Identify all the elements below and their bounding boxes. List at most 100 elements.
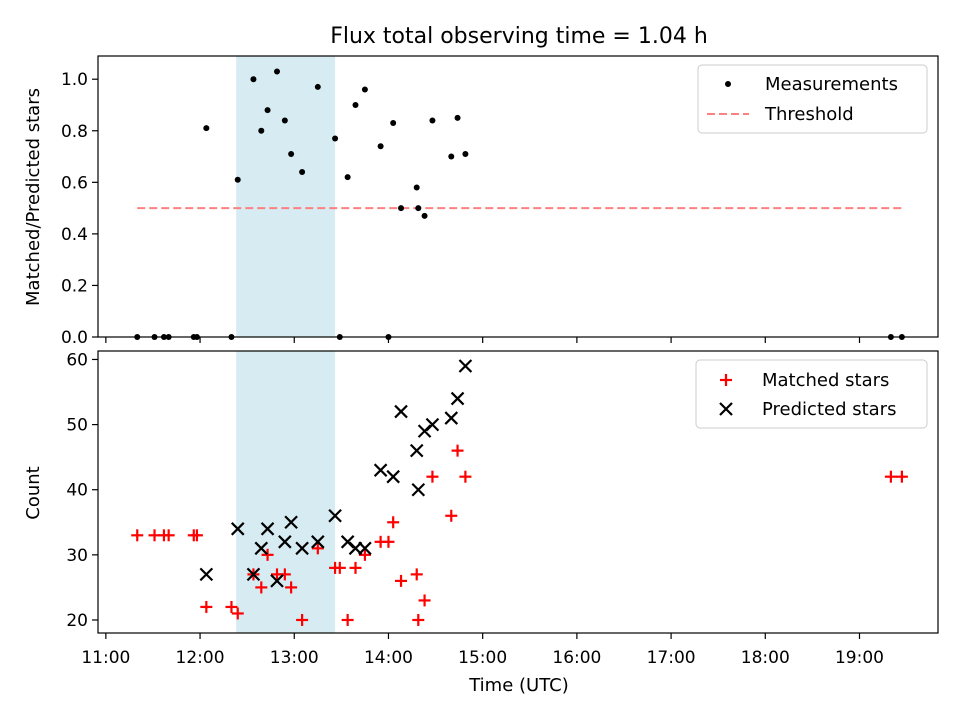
matched-star-point bbox=[285, 581, 298, 594]
predicted-star-point bbox=[295, 541, 309, 556]
top-ytick-label: 0.6 bbox=[61, 173, 88, 193]
measurement-point bbox=[398, 205, 405, 212]
bottom-ytick-label: 40 bbox=[66, 481, 88, 501]
measurement-point bbox=[413, 184, 420, 191]
predicted-star-point bbox=[458, 359, 473, 373]
measurement-point bbox=[352, 101, 359, 108]
predicted-star-point bbox=[270, 574, 284, 588]
measurement-point bbox=[314, 83, 321, 90]
matched-star-point bbox=[418, 594, 431, 607]
bottom-ytick-label: 50 bbox=[66, 416, 88, 436]
predicted-star-point bbox=[411, 482, 426, 497]
matched-star-point bbox=[296, 613, 309, 626]
bottom-xlabel: Time (UTC) bbox=[468, 675, 569, 696]
predicted-star-point bbox=[230, 522, 245, 536]
bottom-ytick-label: 20 bbox=[66, 611, 88, 631]
bottom-panel: 20 30 40 50 60 11:00 12:00 13:00 14:00 15:00 16:0… bbox=[23, 350, 939, 696]
bottom-xtick-label: 18:00 bbox=[741, 648, 790, 668]
measurement-point bbox=[390, 120, 397, 127]
matched-star-point bbox=[261, 548, 274, 561]
bottom-plot-frame bbox=[97, 350, 939, 634]
matched-star-point bbox=[387, 516, 400, 529]
legend-measurements-label: Measurements bbox=[765, 74, 898, 95]
bottom-ylabel: Count bbox=[23, 466, 44, 519]
measurement-point bbox=[273, 68, 280, 75]
predicted-star-point bbox=[425, 417, 440, 432]
measurement-point bbox=[377, 143, 384, 150]
matched-star-point bbox=[459, 470, 472, 483]
bottom-xtick-label: 11:00 bbox=[81, 648, 130, 668]
legend-predicted-marker bbox=[719, 402, 733, 416]
measurement-point bbox=[299, 169, 306, 176]
legend-measurements-marker bbox=[725, 81, 731, 87]
bottom-ytick-label: 60 bbox=[66, 350, 88, 370]
measurement-point bbox=[454, 114, 461, 121]
predicted-star-point bbox=[311, 535, 325, 549]
matched-star-point bbox=[231, 607, 244, 620]
measurement-point bbox=[448, 153, 455, 160]
matched-star-point bbox=[895, 470, 908, 483]
measurement-point bbox=[429, 117, 436, 124]
measurement-point bbox=[234, 176, 241, 183]
matched-star-point bbox=[341, 613, 354, 626]
matched-star-point bbox=[255, 581, 268, 594]
predicted-star-point bbox=[246, 567, 261, 582]
legend-threshold-label: Threshold bbox=[764, 104, 854, 125]
predicted-star-point bbox=[409, 443, 424, 458]
matched-star-point bbox=[410, 568, 423, 581]
top-ylabel: Matched/Predicted stars bbox=[23, 88, 44, 306]
matched-star-point bbox=[131, 529, 144, 542]
bottom-xtick-label: 15:00 bbox=[458, 648, 507, 668]
top-ytick-label: 0.2 bbox=[61, 276, 88, 296]
matched-star-point bbox=[311, 542, 324, 555]
top-ytick-label: 0.4 bbox=[61, 225, 88, 245]
measurement-point bbox=[258, 127, 265, 134]
matched-star-point bbox=[395, 574, 408, 587]
bottom-xtick-label: 13:00 bbox=[270, 648, 319, 668]
predicted-star-point bbox=[260, 522, 275, 536]
measurement-point bbox=[332, 135, 339, 142]
predicted-star-point bbox=[199, 567, 214, 582]
measurement-point bbox=[281, 117, 288, 124]
matched-star-point bbox=[349, 561, 362, 574]
bottom-xtick-label: 12:00 bbox=[176, 648, 225, 668]
predicted-star-point bbox=[284, 515, 298, 530]
matched-star-point bbox=[884, 470, 897, 483]
predicted-star-point bbox=[358, 541, 372, 556]
predicted-star-point bbox=[278, 535, 292, 549]
measurement-point bbox=[361, 86, 368, 93]
measurement-point bbox=[288, 150, 295, 157]
top-ytick-label: 0.0 bbox=[61, 328, 88, 348]
predicted-star-point bbox=[450, 391, 465, 406]
predicted-star-point bbox=[328, 508, 342, 523]
top-legend: Measurements Threshold bbox=[697, 64, 928, 134]
measurement-point bbox=[462, 150, 469, 157]
matched-star-point bbox=[451, 444, 464, 457]
matched-star-point bbox=[190, 529, 203, 542]
top-panel: 0.0 0.2 0.4 0.6 0.8 1.0 Matched/Predicted sta… bbox=[23, 55, 939, 348]
legend-matched-marker bbox=[720, 374, 732, 386]
matched-star-point bbox=[382, 535, 395, 548]
bottom-xtick-label: 16:00 bbox=[552, 648, 601, 668]
matched-star-point bbox=[412, 613, 425, 626]
predicted-star-point bbox=[386, 469, 400, 484]
bottom-ytick-label: 30 bbox=[66, 546, 88, 566]
top-ytick-label: 1.0 bbox=[61, 70, 88, 90]
top-ytick-label: 0.8 bbox=[61, 122, 88, 142]
measurement-point bbox=[415, 205, 422, 212]
measurement-point bbox=[264, 107, 271, 114]
legend-matched-label: Matched stars bbox=[762, 370, 889, 391]
matched-star-point bbox=[333, 561, 346, 574]
measurement-point bbox=[421, 212, 428, 219]
matched-star-point bbox=[426, 470, 439, 483]
matched-star-point bbox=[200, 600, 213, 613]
matched-star-point bbox=[445, 509, 458, 522]
legend-predicted-label: Predicted stars bbox=[762, 399, 896, 420]
top-plot-frame bbox=[97, 55, 939, 338]
chart-title: Flux total observing time = 1.04 h bbox=[330, 24, 708, 49]
bottom-xtick-label: 19:00 bbox=[835, 648, 884, 668]
predicted-star-point bbox=[394, 404, 408, 419]
matched-star-point bbox=[162, 529, 175, 542]
predicted-star-point bbox=[373, 463, 388, 477]
